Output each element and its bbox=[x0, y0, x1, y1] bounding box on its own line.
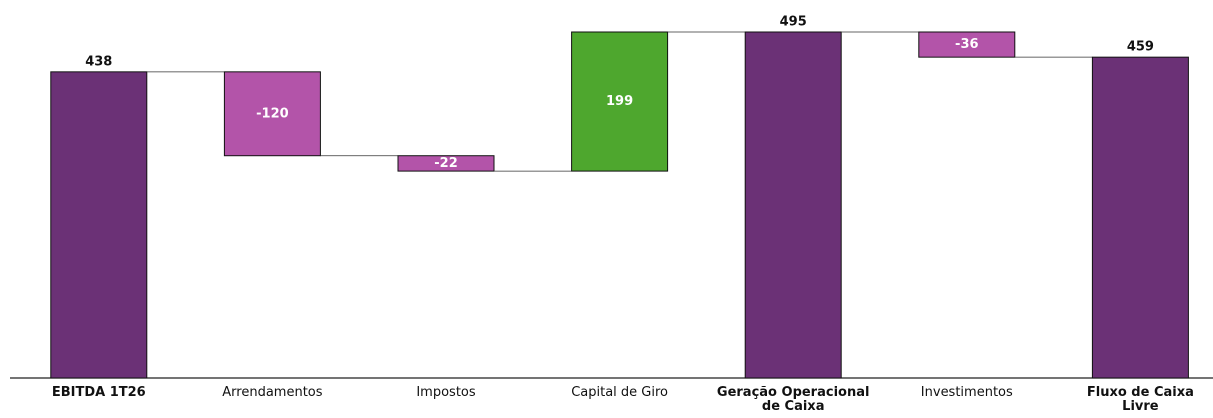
bar bbox=[223, 71, 321, 157]
value-label: -36 bbox=[955, 37, 979, 52]
value-label: 438 bbox=[85, 54, 112, 69]
x-tick-label: Geração Operacional de Caixa bbox=[716, 385, 870, 414]
x-tick-label: Arrendamentos bbox=[222, 385, 323, 400]
x-tick-label: Fluxo de Caixa Livre bbox=[1086, 385, 1194, 414]
value-label: 459 bbox=[1127, 40, 1154, 55]
value-label: 199 bbox=[606, 94, 633, 109]
bar bbox=[744, 31, 842, 379]
bar bbox=[1091, 56, 1189, 379]
bar bbox=[50, 71, 148, 379]
value-label: 495 bbox=[780, 14, 807, 29]
x-tick-label: Investimentos bbox=[920, 385, 1013, 400]
bar bbox=[918, 31, 1016, 58]
x-tick-label: Capital de Giro bbox=[571, 385, 668, 400]
value-label: -120 bbox=[256, 106, 289, 121]
x-tick-label: EBITDA 1T26 bbox=[51, 385, 146, 400]
bar bbox=[397, 155, 495, 172]
value-label: -22 bbox=[434, 156, 458, 171]
x-tick-label: Impostos bbox=[416, 385, 476, 400]
bar bbox=[571, 31, 669, 172]
